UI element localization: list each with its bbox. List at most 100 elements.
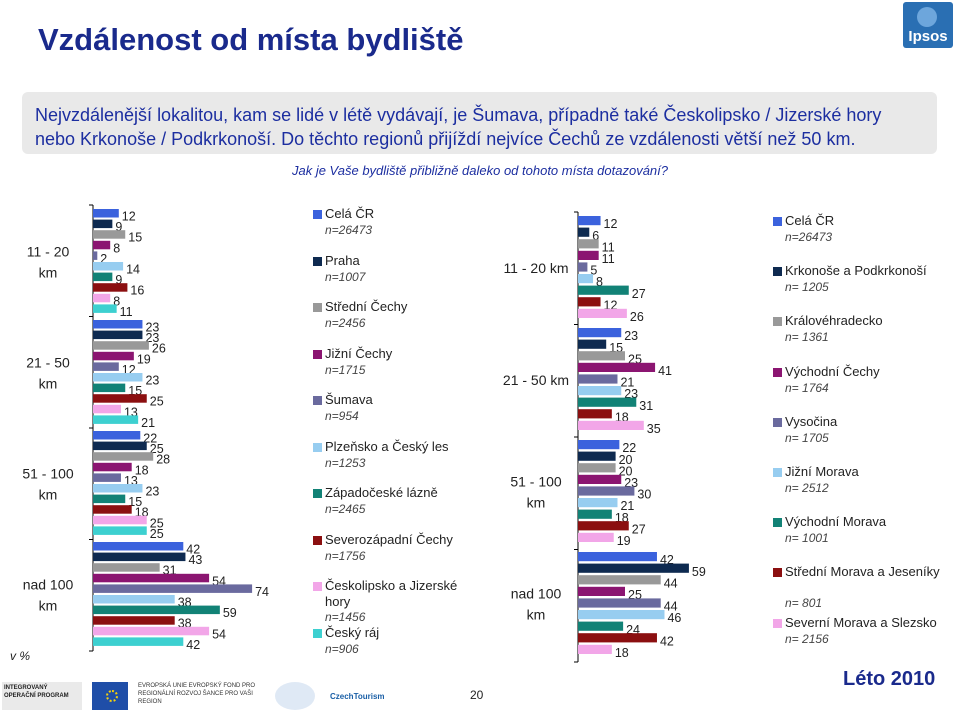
legend-label: Českolipsko a Jizerské hory [325,578,458,609]
chart-1-bar [93,505,132,514]
chart-1-bar [93,219,113,229]
chart-2-bar [578,586,625,596]
chart-2-data-label: 21 [620,376,634,390]
chart-1-data-label: 14 [126,263,140,277]
chart-2-bar [578,509,612,519]
chart-1-bar [93,573,210,583]
legend-label: Vysočina [785,413,838,429]
chart-1-bar [93,293,111,303]
chart-2-bar [578,633,657,643]
chart-1-data-label: 25 [150,395,164,409]
chart-1-category-label: 11 - 20 [27,244,70,260]
legend-swatch [313,210,322,219]
chart-1-bar [93,415,139,424]
chart-1-data-label: 22 [143,432,157,446]
page-title: Vzdálenost od místa bydliště [38,22,464,57]
chart-1-data-label: 15 [128,495,142,509]
chart-1-data-label: 23 [145,374,159,388]
chart-2-data-label: 31 [639,399,653,413]
chart-1-data-label: 25 [150,516,164,530]
chart-2-data-label: 23 [624,329,638,343]
chart-2-data-label: 30 [637,488,651,502]
chart-1-bar [93,626,210,636]
legend-sample-size: n=1007 [325,269,366,284]
legend-swatch [313,256,322,266]
chart-2-data-label: 11 [602,252,615,266]
chart-1-category-label: km [39,376,58,392]
legend-label: Jižní Čechy [325,345,393,361]
chart-2-bar [578,644,612,654]
chart-2-bar [578,308,627,318]
eu-flag-icon [92,682,128,710]
legend-label: Severozápadní Čechy [325,531,453,547]
chart-1-bar [93,283,128,292]
czechtourism-logo: CzechTourism [330,692,385,701]
legend-swatch [313,582,322,591]
chart-2-bar [578,498,618,508]
chart-1-data-label: 25 [150,442,164,456]
chart-1-bar [93,595,175,604]
chart-1-bar [93,494,126,504]
chart-2-bar [578,420,644,430]
chart-2-bar [578,274,594,284]
chart-2-bar [578,285,629,295]
chart-1-data-label: 42 [186,543,200,557]
chart-1-bar [93,452,154,461]
chart-1-data-label: 8 [113,294,120,308]
chart-1-data-label: 2 [100,252,107,266]
chart-2-bar [578,532,614,542]
chart-2-bar [578,297,601,307]
legend-swatch [313,442,322,452]
chart-2-bar [578,351,625,361]
chart-2-category-label: nad 100 [511,586,562,602]
chart-2-bar [578,463,616,473]
chart-2-bar [578,440,620,450]
chart-1-data-label: 23 [145,321,159,335]
chart-1-data-label: 11 [120,305,133,319]
chart-2-data-label: 46 [667,611,681,625]
legend-swatch [773,518,782,528]
chart-1-data-label: 59 [223,606,237,620]
legend-label: Střední Čechy [325,299,408,314]
chart-1-category-label: nad 100 [23,577,74,593]
chart-1-bar [93,341,149,350]
chart-2-data-label: 35 [647,422,661,436]
chart-2-bar [578,552,657,562]
chart-2-bar [578,563,689,573]
chart-1-bar [93,209,119,218]
legend-sample-size: n=26473 [325,223,373,237]
chart-1-bar [93,383,126,393]
legend-sample-size: n=2456 [325,316,366,330]
legend-swatch [313,535,322,545]
legend-label: Střední Morava a Jeseníky [785,564,940,580]
regional-seal-icon [275,682,315,710]
legend-sample-size: n= 801 [785,596,823,611]
chart-1-bar [93,351,134,361]
chart-2-data-label: 20 [619,464,633,478]
legend-label: Severní Morava a Slezsko [785,614,937,630]
chart-1-data-label: 16 [130,284,144,298]
chart-1-bar [93,431,141,440]
chart-1-data-label: 26 [152,342,166,356]
chart-2-data-label: 26 [630,310,644,324]
legend-sample-size: n=1253 [325,455,366,470]
legend-sample-size: n=1756 [325,548,366,563]
chart-1-data-label: 42 [186,638,200,652]
chart-1-data-label: 28 [156,453,170,467]
page-number: 20 [470,688,484,702]
chart-1-category-label: km [39,265,58,281]
legend-label: Královéhradecko [785,313,883,329]
legend-swatch [773,618,782,628]
legend-label: Východní Čechy [785,363,880,379]
chart-1-category-label: km [39,487,58,503]
eu-fund-logo: EVROPSKÁ UNIE EVROPSKÝ FOND PRO REGIONÁL… [138,683,256,705]
intro-line-1: Nejvzdálenější lokalitou, kam se lidé v … [35,105,882,125]
chart-1-bar [93,605,220,615]
chart-2-bar [578,451,616,461]
chart-2-data-label: 12 [604,217,618,231]
legend-label: Plzeňsko a Český les [325,438,449,454]
legend-label: Západočeské lázně [325,485,438,500]
legend-label: Východní Morava [785,514,887,530]
legend-sample-size: n= 1205 [785,280,829,295]
chart-1-data-label: 74 [255,585,269,599]
